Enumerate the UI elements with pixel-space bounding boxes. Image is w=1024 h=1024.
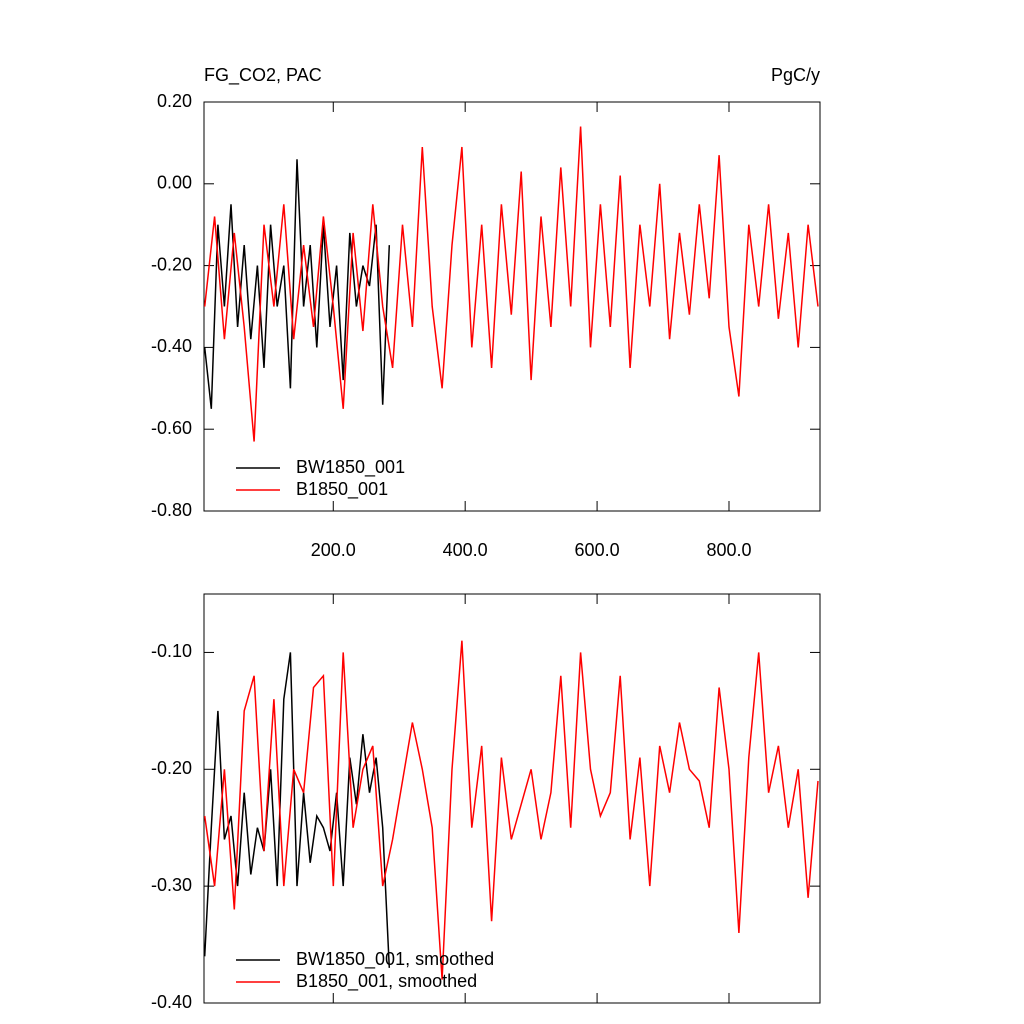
x-tick-label: 400.0 xyxy=(443,540,488,560)
x-tick-label: 800.0 xyxy=(706,540,751,560)
data-line xyxy=(203,159,391,409)
y-tick-label: -0.30 xyxy=(151,875,192,895)
plot-frame xyxy=(203,593,821,1004)
plot-frame xyxy=(203,101,821,512)
x-tick-label: 200.0 xyxy=(311,540,356,560)
y-tick-label: -0.60 xyxy=(151,418,192,438)
data-line xyxy=(203,652,391,968)
data-line xyxy=(203,640,819,980)
x-tick-label: 600.0 xyxy=(575,540,620,560)
units-label: PgC/y xyxy=(771,65,820,85)
y-tick-label: -0.80 xyxy=(151,500,192,520)
y-tick-label: -0.20 xyxy=(151,758,192,778)
y-tick-label: -0.40 xyxy=(151,336,192,356)
chart-title: FG_CO2, PAC xyxy=(204,65,322,86)
data-line xyxy=(203,126,819,442)
y-tick-label: -0.10 xyxy=(151,641,192,661)
legend-label: B1850_001, smoothed xyxy=(296,971,477,992)
y-tick-label: 0.20 xyxy=(157,91,192,111)
legend-label: B1850_001 xyxy=(296,479,388,500)
legend-label: BW1850_001, smoothed xyxy=(296,949,494,970)
y-tick-label: 0.00 xyxy=(157,173,192,193)
legend-label: BW1850_001 xyxy=(296,457,405,478)
y-tick-label: -0.40 xyxy=(151,992,192,1012)
y-tick-label: -0.20 xyxy=(151,254,192,274)
